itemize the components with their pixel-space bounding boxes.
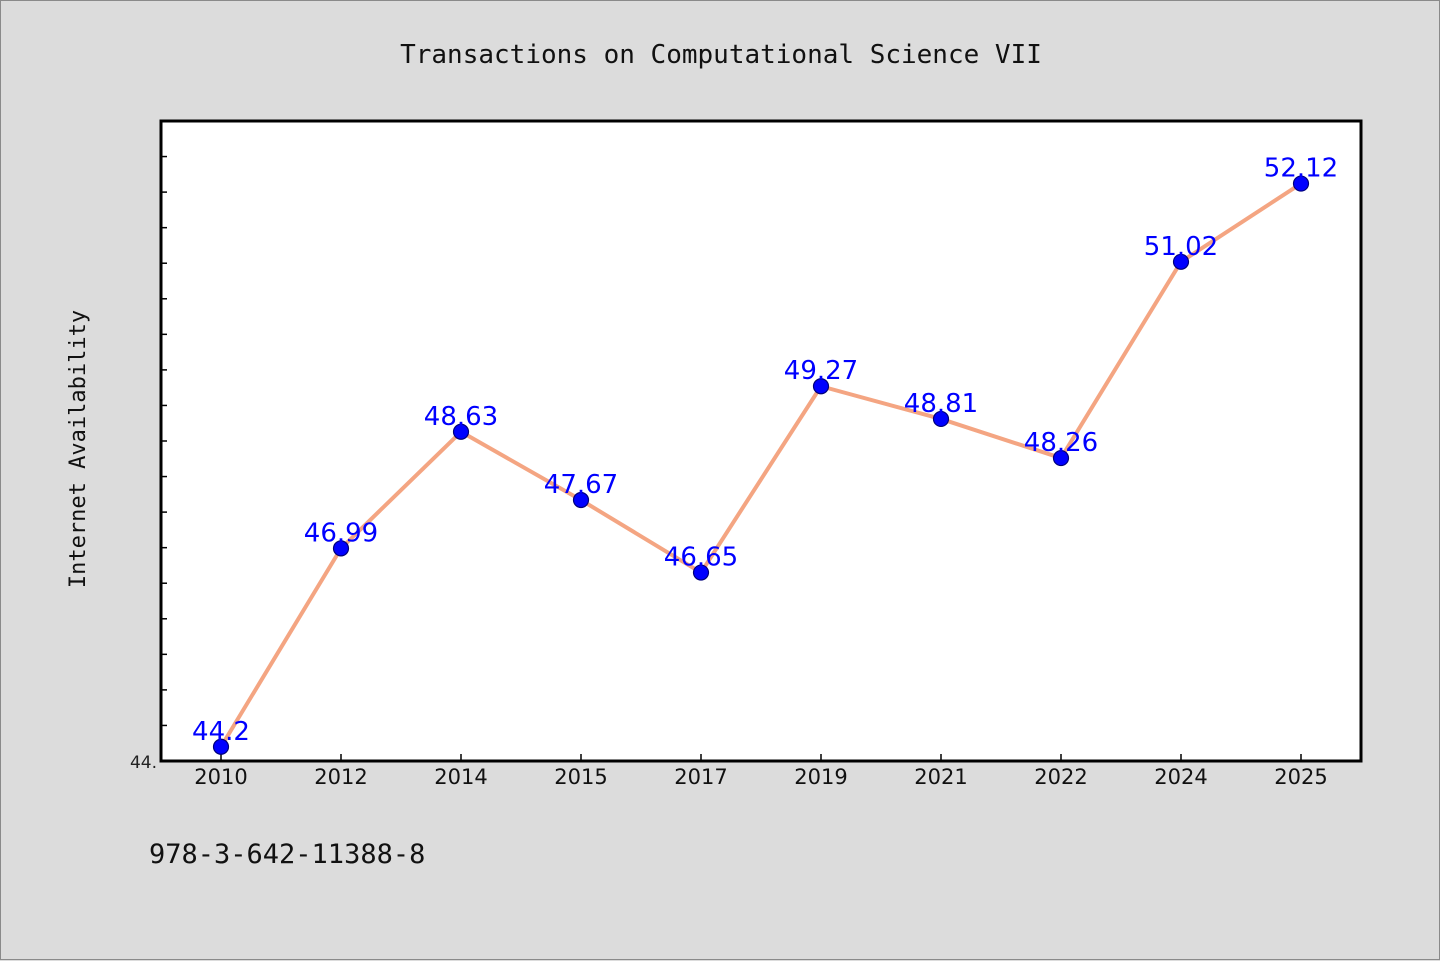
data-label: 47.67	[544, 470, 618, 500]
chart-title: Transactions on Computational Science VI…	[400, 40, 1042, 70]
data-point	[1172, 253, 1190, 270]
x-tick-label: 2021	[914, 765, 967, 789]
data-label: 48.63	[424, 402, 498, 432]
series-line	[219, 181, 1303, 748]
plot-area	[159, 119, 1363, 763]
data-label: 52.12	[1264, 154, 1338, 184]
x-tick-label: 2024	[1154, 765, 1207, 789]
x-tick-label: 2010	[194, 765, 247, 789]
series-markers	[212, 175, 1310, 755]
data-point	[1052, 449, 1070, 467]
data-point	[1292, 175, 1310, 192]
data-point	[332, 540, 350, 557]
x-tick-label: 2022	[1034, 765, 1087, 789]
data-point	[572, 491, 590, 509]
x-axis-ticks	[220, 754, 1302, 761]
x-tick-label: 2015	[554, 765, 607, 789]
data-label: 48.26	[1024, 428, 1098, 458]
x-tick-label: 2017	[674, 765, 727, 789]
data-label: 49.27	[784, 356, 858, 386]
data-label: 44.2	[192, 717, 250, 747]
x-tick-label: 2025	[1274, 765, 1327, 789]
data-point	[932, 410, 950, 428]
y-tick-label: 44.	[130, 753, 157, 773]
x-tick-label: 2014	[434, 765, 487, 789]
data-label: 51.02	[1144, 232, 1218, 262]
data-labels: 44.2 46.99 48.63 47.67 46.65 49.27 48.81 48.26 5…	[192, 154, 1338, 747]
data-label: 46.65	[664, 543, 738, 573]
data-point	[692, 564, 710, 581]
y-axis-ticks	[161, 120, 167, 762]
x-tick-label: 2019	[794, 765, 847, 789]
footer-text: 978-3-642-11388-8	[149, 839, 425, 870]
data-label: 46.99	[304, 518, 378, 548]
data-point	[452, 423, 470, 440]
data-point	[812, 378, 830, 395]
x-axis-tick-labels: 2010 2012 2014 2015 2017 2019 2021 2022 2024 2025	[194, 765, 1327, 789]
data-label: 48.81	[904, 389, 978, 419]
data-point	[212, 738, 230, 755]
y-axis-label: Internet Availability	[66, 310, 91, 588]
x-tick-label: 2012	[314, 765, 367, 789]
